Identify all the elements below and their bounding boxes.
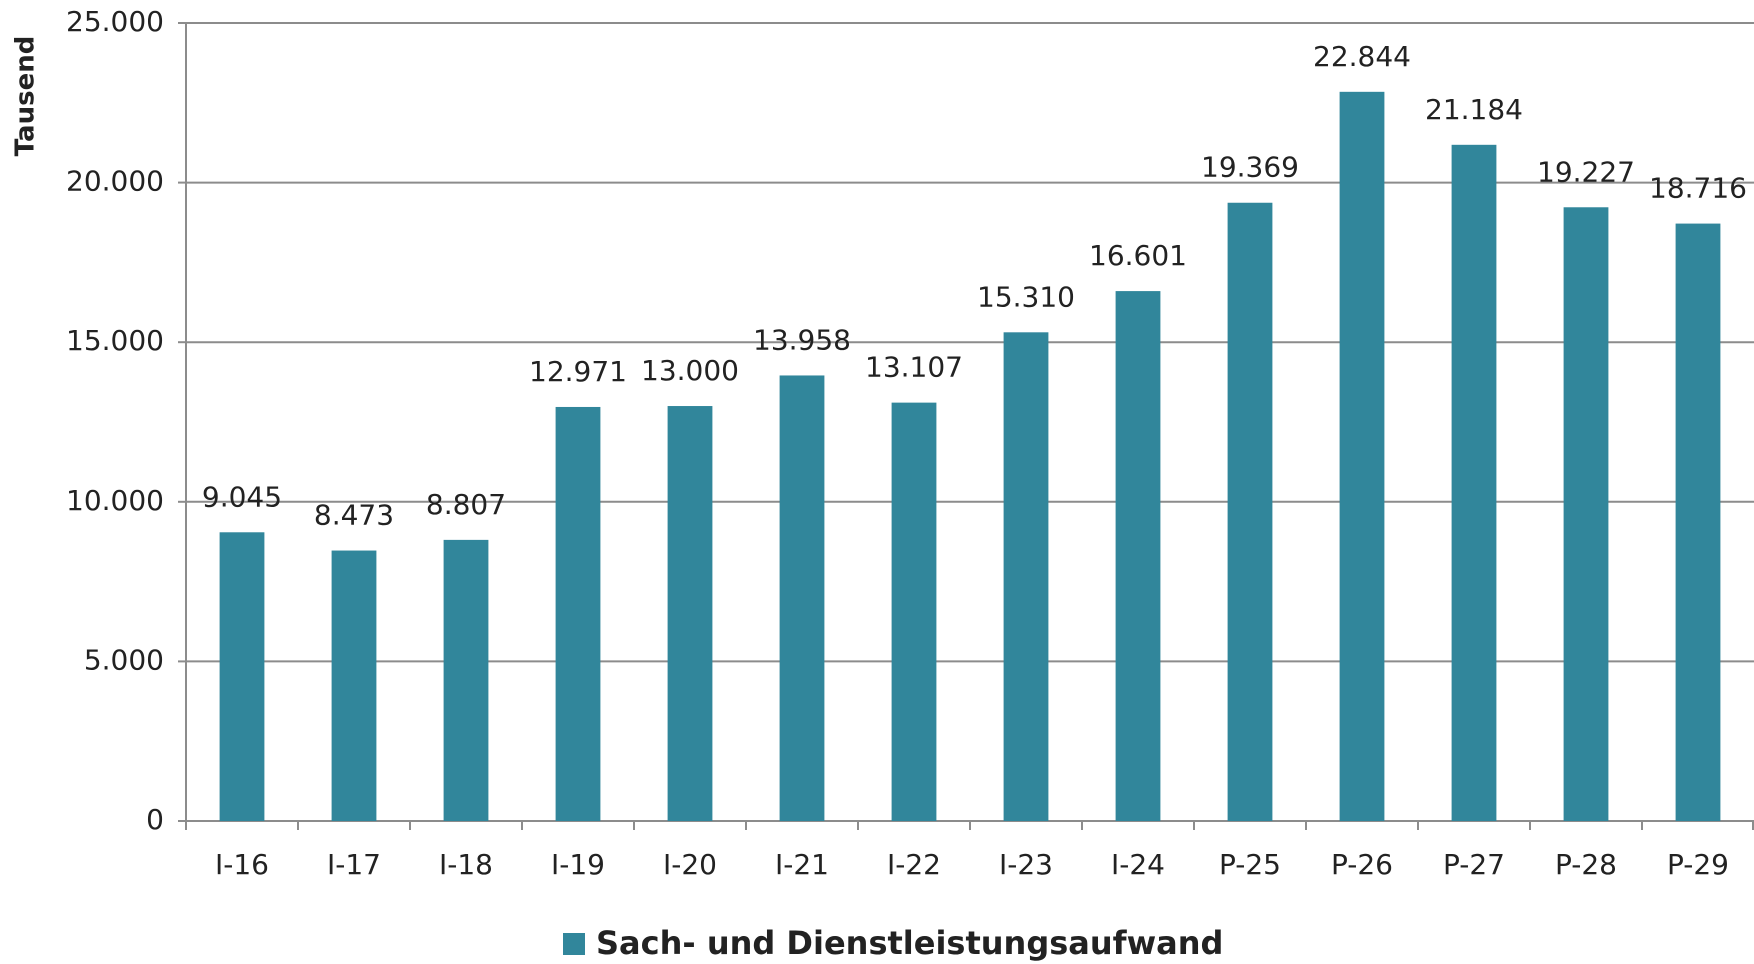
data-label: 13.958	[753, 323, 851, 356]
bar	[331, 550, 377, 821]
x-tick-label: I-23	[999, 848, 1053, 881]
bar	[555, 406, 601, 821]
x-tick-label: P-25	[1219, 848, 1281, 881]
x-tick-label: I-24	[1111, 848, 1165, 881]
y-axis-title: Tausend	[11, 36, 41, 157]
data-label: 13.107	[865, 351, 963, 384]
data-label: 19.369	[1201, 151, 1299, 184]
bar	[219, 532, 265, 821]
bar	[1003, 332, 1049, 821]
bar	[1451, 144, 1497, 822]
x-tick-label: I-22	[887, 848, 941, 881]
data-label: 22.844	[1313, 40, 1411, 73]
x-tick-label: I-16	[215, 848, 269, 881]
y-tick-label: 20.000	[66, 165, 164, 198]
x-tick-label: P-27	[1443, 848, 1505, 881]
data-label: 8.473	[314, 499, 394, 532]
bar	[1227, 202, 1273, 821]
bar	[667, 406, 713, 821]
x-tick-label: P-29	[1667, 848, 1729, 881]
y-tick-label: 5.000	[84, 643, 164, 676]
x-tick-label: I-18	[439, 848, 493, 881]
bar	[1115, 291, 1161, 821]
x-tick-label: P-28	[1555, 848, 1617, 881]
data-label: 13.000	[641, 354, 739, 387]
data-label: 15.310	[977, 280, 1075, 313]
x-tick-label: P-26	[1331, 848, 1393, 881]
legend-label: Sach- und Dienstleistungsaufwand	[596, 924, 1223, 962]
x-tick-label: I-20	[663, 848, 717, 881]
data-label: 19.227	[1537, 155, 1635, 188]
data-label: 9.045	[202, 480, 282, 513]
bar	[1563, 207, 1609, 821]
data-label: 12.971	[529, 355, 627, 388]
bar	[891, 402, 937, 821]
data-label: 21.184	[1425, 93, 1523, 126]
x-tick-label: I-19	[551, 848, 605, 881]
data-label: 8.807	[426, 488, 506, 521]
data-label: 16.601	[1089, 239, 1187, 272]
legend-swatch	[563, 933, 585, 955]
x-tick-label: I-17	[327, 848, 381, 881]
y-tick-label: 0	[146, 803, 164, 836]
y-tick-label: 15.000	[66, 324, 164, 357]
x-tick-label: I-21	[775, 848, 829, 881]
bar	[779, 375, 825, 821]
y-tick-label: 10.000	[66, 484, 164, 517]
data-label: 18.716	[1649, 172, 1747, 205]
bar	[1339, 91, 1385, 821]
y-tick-label: 25.000	[66, 5, 164, 38]
bar	[443, 539, 489, 821]
bar	[1675, 223, 1721, 822]
